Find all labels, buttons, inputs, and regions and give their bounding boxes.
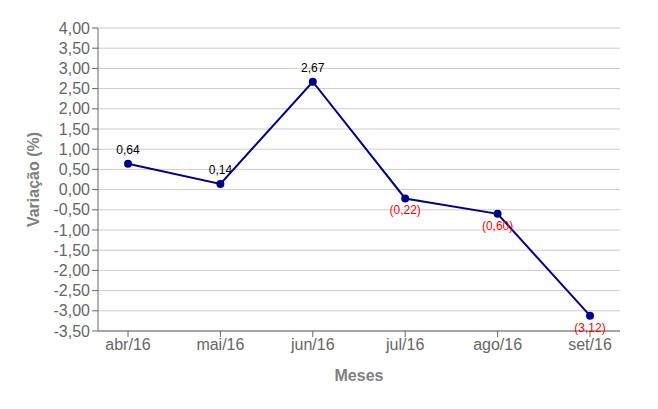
- svg-text:Variação (%): Variação (%): [25, 132, 42, 227]
- svg-text:1,50: 1,50: [59, 121, 90, 138]
- svg-text:-1,50: -1,50: [54, 242, 91, 259]
- svg-text:abr/16: abr/16: [105, 336, 150, 353]
- svg-text:-3,50: -3,50: [54, 323, 91, 340]
- svg-text:2,67: 2,67: [301, 61, 325, 75]
- svg-text:2,00: 2,00: [59, 100, 90, 117]
- svg-text:1,00: 1,00: [59, 141, 90, 158]
- svg-text:Meses: Meses: [335, 367, 384, 384]
- svg-text:2,50: 2,50: [59, 80, 90, 97]
- svg-text:3,00: 3,00: [59, 60, 90, 77]
- svg-text:(3,12): (3,12): [574, 321, 605, 335]
- svg-text:3,50: 3,50: [59, 40, 90, 57]
- svg-text:4,00: 4,00: [59, 20, 90, 37]
- svg-text:0,14: 0,14: [209, 163, 233, 177]
- svg-text:-1,00: -1,00: [54, 222, 91, 239]
- svg-text:mai/16: mai/16: [196, 336, 244, 353]
- svg-text:-3,00: -3,00: [54, 302, 91, 319]
- svg-text:jun/16: jun/16: [290, 336, 335, 353]
- svg-text:0,64: 0,64: [116, 143, 140, 157]
- svg-text:set/16: set/16: [568, 336, 612, 353]
- svg-text:0,50: 0,50: [59, 161, 90, 178]
- svg-text:0,00: 0,00: [59, 181, 90, 198]
- svg-text:ago/16: ago/16: [473, 336, 522, 353]
- svg-text:jul/16: jul/16: [385, 336, 424, 353]
- svg-text:(0,22): (0,22): [390, 203, 421, 217]
- svg-text:(0,60): (0,60): [482, 219, 513, 233]
- svg-text:-2,50: -2,50: [54, 282, 91, 299]
- svg-text:-2,00: -2,00: [54, 262, 91, 279]
- svg-text:-0,50: -0,50: [54, 201, 91, 218]
